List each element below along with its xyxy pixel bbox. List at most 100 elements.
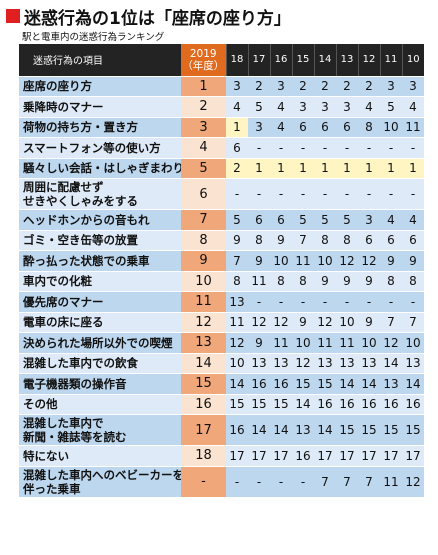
rank-cell-12: 1 bbox=[358, 158, 380, 179]
row-item-line: ゴミ・空き缶等の放置 bbox=[23, 233, 138, 248]
rank-cell-16: - bbox=[270, 466, 292, 498]
row-item-line: スマートフォン等の使い方 bbox=[23, 140, 161, 155]
row-current-rank: 15 bbox=[181, 373, 226, 395]
rank-cell-10: 8 bbox=[402, 271, 424, 292]
rank-cell-18: 14 bbox=[226, 373, 248, 395]
rank-cell-12: 13 bbox=[358, 353, 380, 374]
rank-cell-11: 11 bbox=[380, 466, 402, 498]
rank-cell-16: - bbox=[270, 291, 292, 313]
rank-cell-14: 9 bbox=[314, 271, 336, 292]
rank-cell-11: 7 bbox=[380, 312, 402, 333]
rank-cell-16: 4 bbox=[270, 96, 292, 118]
rank-cell-12: - bbox=[358, 178, 380, 210]
rank-cell-17: 2 bbox=[248, 76, 270, 97]
table-row: 優先席のマナー 11 13- - - - - - - - bbox=[19, 291, 424, 313]
row-item-line: ヘッドホンからの音もれ bbox=[23, 212, 150, 227]
rank-cell-15: 11 bbox=[292, 250, 314, 272]
table-row: スマートフォン等の使い方 4 6- - - - - - - - bbox=[19, 137, 424, 159]
row-item-label: 酔っ払った状態での乗車 bbox=[19, 250, 181, 272]
rank-cell-18: 11 bbox=[226, 312, 248, 333]
rank-cell-17: 9 bbox=[248, 332, 270, 354]
rank-cell-15: 3 bbox=[292, 96, 314, 118]
rank-cell-16: - bbox=[270, 178, 292, 210]
rank-cell-12: 16 bbox=[358, 394, 380, 415]
rank-cell-14: 17 bbox=[314, 445, 336, 467]
row-item-line: 電車の床に座る bbox=[23, 315, 104, 330]
row-item-label: 周囲に配慮せず せきやくしゃみをする bbox=[19, 178, 181, 210]
rank-cell-16: 15 bbox=[270, 394, 292, 415]
table-row: 特にない 18 17 17 17 16 17 17 17 17 17 bbox=[19, 445, 424, 467]
row-item-label: その他 bbox=[19, 394, 181, 415]
rank-cell-18: 12 bbox=[226, 332, 248, 354]
rank-cell-12: 15 bbox=[358, 414, 380, 446]
row-item-line: 決められた場所以外での喫煙 bbox=[23, 335, 173, 350]
rank-cell-10: 11 bbox=[402, 117, 424, 138]
rank-cell-18: - bbox=[226, 178, 248, 210]
rank-cell-10: 4 bbox=[402, 96, 424, 118]
rank-cell-16: 9 bbox=[270, 230, 292, 251]
rank-cell-15: 9 bbox=[292, 312, 314, 333]
header-current-year-unit: （年度） bbox=[182, 59, 225, 72]
rank-cell-12: 14 bbox=[358, 373, 380, 395]
table-row: ゴミ・空き缶等の放置 8 9 8 9 7 8 8 6 6 6 bbox=[19, 230, 424, 251]
rank-cell-12: 12 bbox=[358, 250, 380, 272]
row-item-line: 周囲に配慮せず bbox=[23, 180, 104, 194]
rank-cell-18: 9 bbox=[226, 230, 248, 251]
rank-cell-15: 10 bbox=[292, 332, 314, 354]
header-year-18: 18 bbox=[225, 44, 248, 77]
row-item-label: 電子機器類の操作音 bbox=[19, 373, 181, 395]
row-item-label: 特にない bbox=[19, 445, 181, 467]
rank-cell-12: 9 bbox=[358, 271, 380, 292]
rank-cell-10: 1 bbox=[402, 158, 424, 179]
rank-cell-13: 8 bbox=[336, 230, 358, 251]
rank-cell-11: 9 bbox=[380, 250, 402, 272]
rank-cell-14: 16 bbox=[314, 394, 336, 415]
rank-cell-17: 3 bbox=[248, 117, 270, 138]
rank-cell-13: 13 bbox=[336, 353, 358, 374]
rank-cell-13: 1 bbox=[336, 158, 358, 179]
row-item-line: 混雑した車内へのベビーカーを bbox=[23, 467, 181, 482]
row-item-line: 酔っ払った状態での乗車 bbox=[23, 253, 150, 268]
rank-cell-10: 4 bbox=[402, 209, 424, 231]
rank-cell-13: 10 bbox=[336, 312, 358, 333]
rank-cell-16: 10 bbox=[270, 250, 292, 272]
row-item-label: ヘッドホンからの音もれ bbox=[19, 209, 181, 231]
rank-cell-11: - bbox=[380, 178, 402, 210]
rank-cell-13: 11 bbox=[336, 332, 358, 354]
row-item-line: 電子機器類の操作音 bbox=[23, 376, 127, 391]
rank-cell-11: 13 bbox=[380, 373, 402, 395]
table-row: 荷物の持ち方・置き方 3 1 3 4 6 6 6 8 10 11 bbox=[19, 117, 424, 138]
rank-cell-15: - bbox=[292, 466, 314, 498]
rank-cell-11: 16 bbox=[380, 394, 402, 415]
header-item: 迷惑行為の項目 bbox=[19, 44, 181, 77]
row-current-rank: 8 bbox=[181, 230, 226, 251]
rank-cell-10: 10 bbox=[402, 332, 424, 354]
row-current-rank: 1 bbox=[181, 76, 226, 97]
rank-cell-15: 15 bbox=[292, 373, 314, 395]
row-item-label: 騒々しい会話・はしゃぎまわり bbox=[19, 158, 181, 179]
row-item-line: 座席の座り方 bbox=[23, 79, 92, 94]
rank-cell-11: 1 bbox=[380, 158, 402, 179]
rank-cell-11: - bbox=[380, 137, 402, 159]
rank-cell-11: 17 bbox=[380, 445, 402, 467]
row-current-rank: 12 bbox=[181, 312, 226, 333]
rank-cell-14: 11 bbox=[314, 332, 336, 354]
rank-cell-17: 6 bbox=[248, 209, 270, 231]
row-item-label: 座席の座り方 bbox=[19, 76, 181, 97]
rank-cell-11: 10 bbox=[380, 117, 402, 138]
header-current-year: 2019 （年度） bbox=[181, 44, 226, 77]
rank-cell-16: 17 bbox=[270, 445, 292, 467]
rank-cell-16: 11 bbox=[270, 332, 292, 354]
rank-cell-17: 13 bbox=[248, 353, 270, 374]
rank-cell-14: 13 bbox=[314, 353, 336, 374]
rank-cell-17: 1 bbox=[248, 158, 270, 179]
rank-cell-17: 5 bbox=[248, 96, 270, 118]
rank-cell-17: - bbox=[248, 137, 270, 159]
rank-cell-16: 1 bbox=[270, 158, 292, 179]
row-item-label: 車内での化粧 bbox=[19, 271, 181, 292]
row-current-rank: 14 bbox=[181, 353, 226, 374]
rank-cell-11: 14 bbox=[380, 353, 402, 374]
rank-cell-12: 9 bbox=[358, 312, 380, 333]
rank-cell-14: 10 bbox=[314, 250, 336, 272]
rank-cell-12: - bbox=[358, 291, 380, 313]
